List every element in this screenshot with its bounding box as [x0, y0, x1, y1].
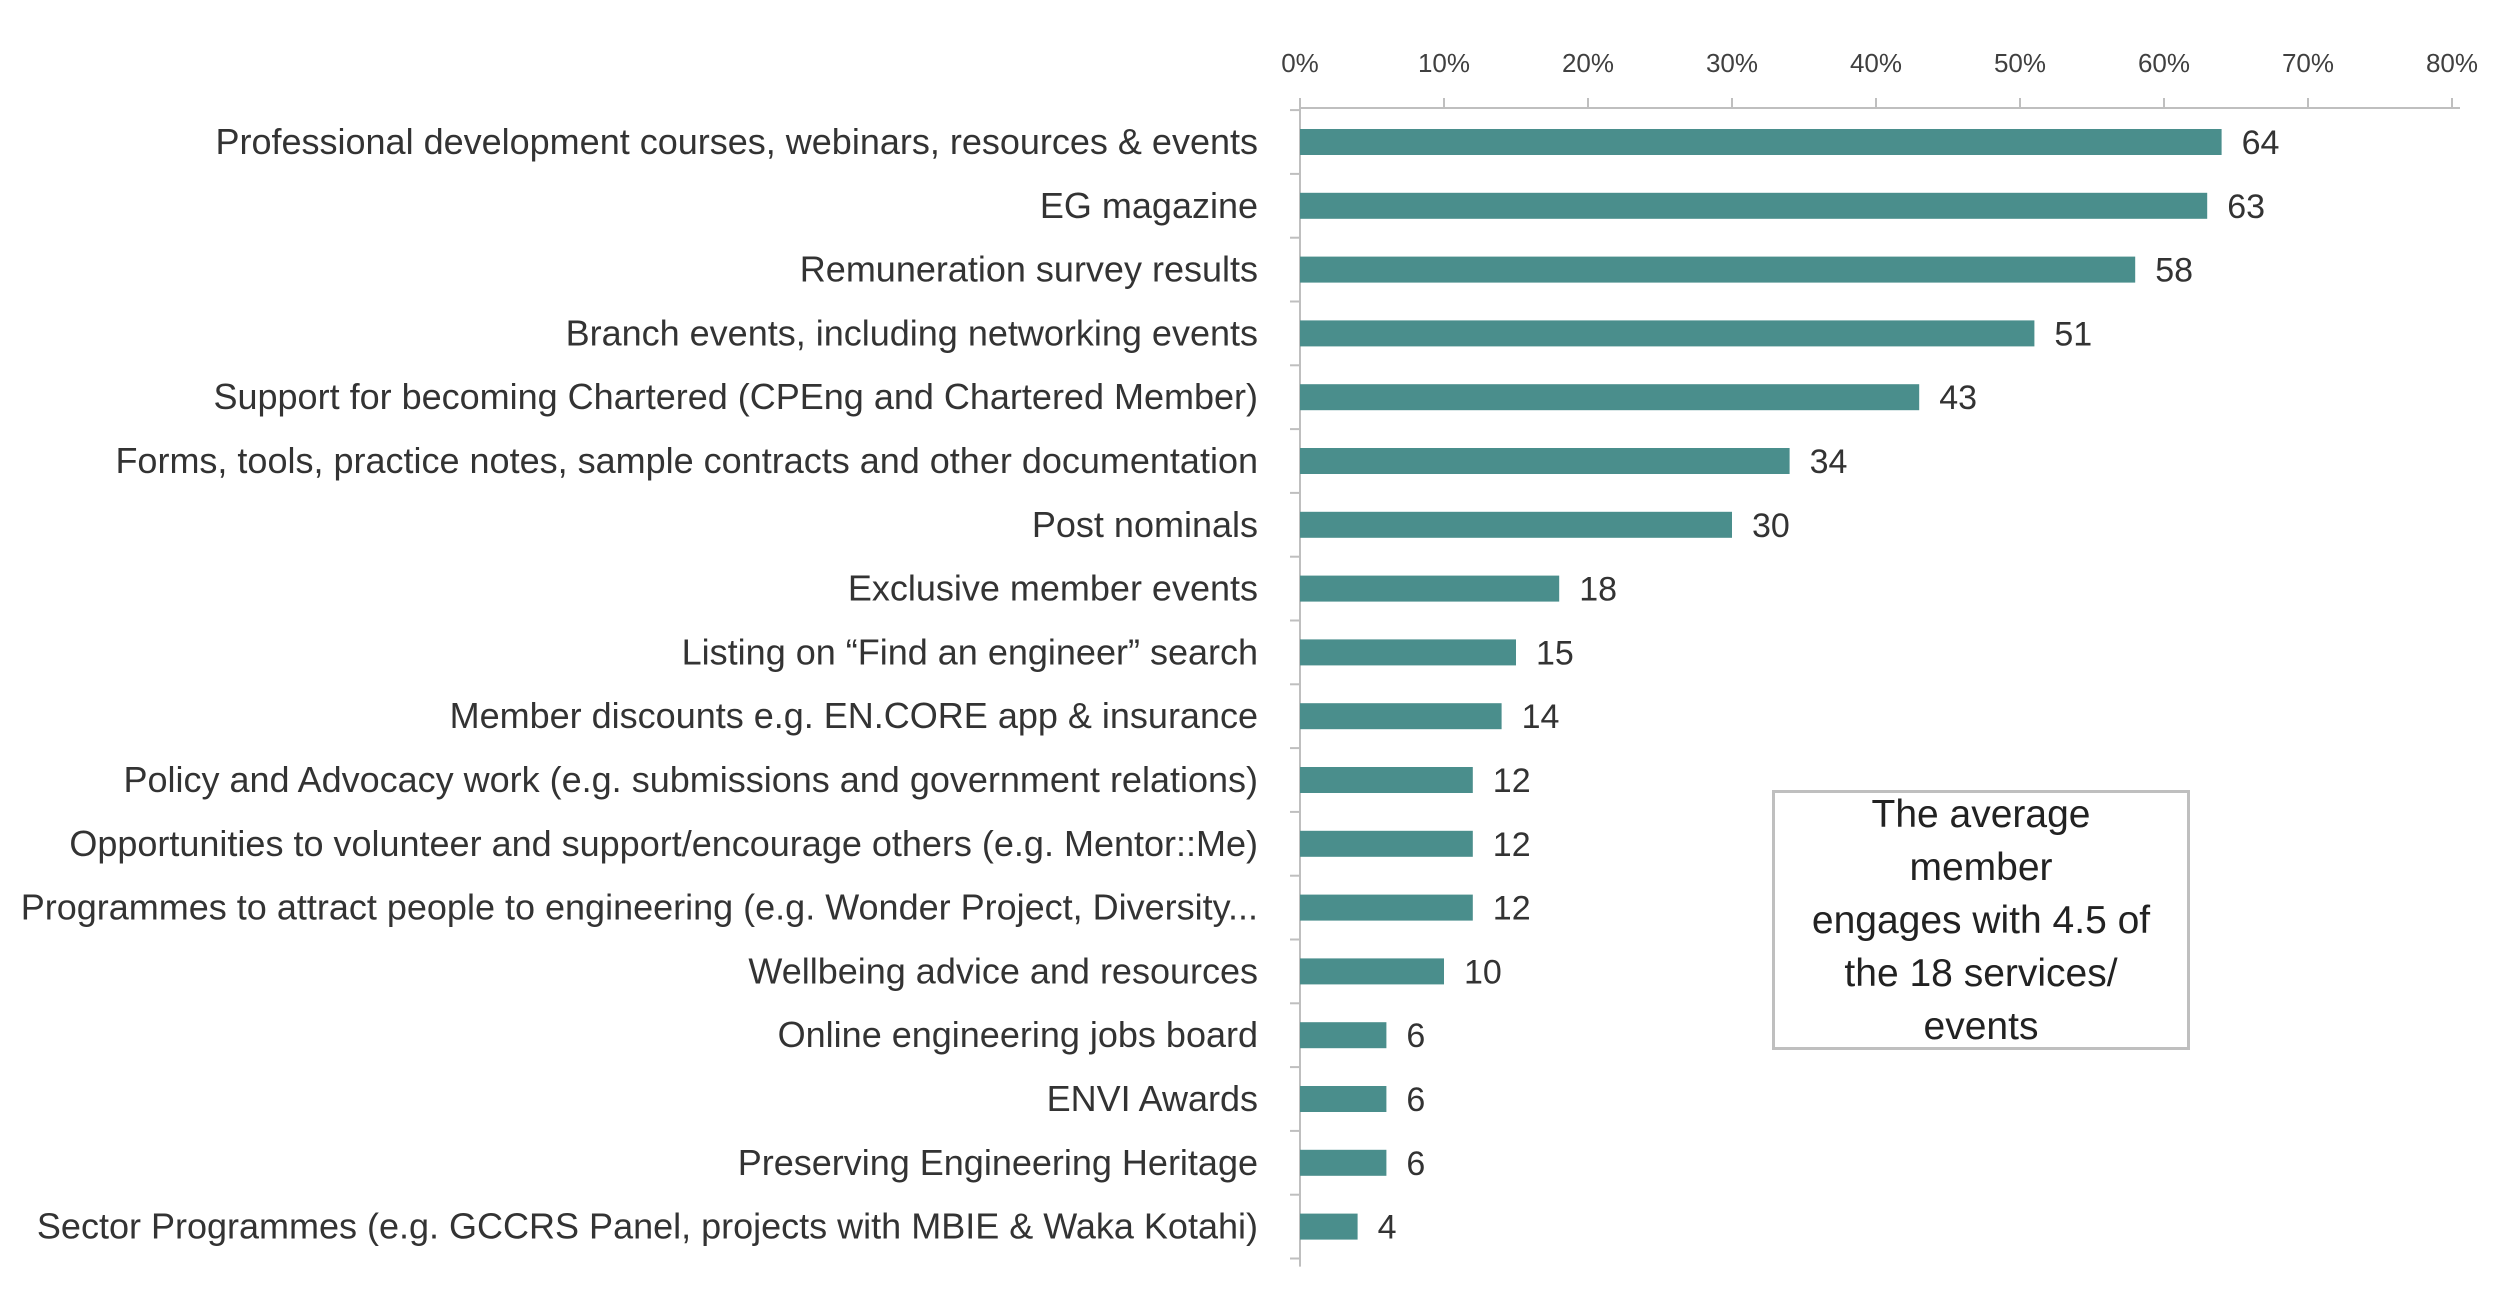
category-label: Opportunities to volunteer and support/e…	[69, 823, 1258, 864]
value-label: 15	[1536, 634, 1574, 672]
value-label: 6	[1406, 1017, 1425, 1055]
value-label: 34	[1810, 443, 1848, 481]
x-tick-label: 0%	[1281, 48, 1319, 78]
bar	[1300, 320, 2035, 347]
value-label: 4	[1378, 1209, 1397, 1247]
bar	[1300, 448, 1790, 474]
category-label: Support for becoming Chartered (CPEng an…	[213, 376, 1258, 417]
category-label: Post nominals	[1032, 504, 1258, 545]
bar	[1300, 703, 1502, 730]
x-tick-label: 70%	[2282, 48, 2334, 78]
value-label: 30	[1752, 507, 1790, 545]
category-label: Remuneration survey results	[800, 249, 1258, 290]
callout-text: The average member engages with 4.5 of t…	[1803, 788, 2159, 1053]
value-label: 64	[2242, 124, 2280, 162]
x-tick-label: 40%	[1850, 48, 1902, 78]
bar	[1300, 511, 1732, 538]
category-label: Member discounts e.g. EN.CORE app & insu…	[450, 695, 1258, 736]
callout-box: The average member engages with 4.5 of t…	[1772, 790, 2190, 1050]
value-label: 10	[1464, 953, 1502, 991]
bar	[1300, 639, 1516, 666]
category-label: Professional development courses, webina…	[215, 121, 1258, 162]
category-label: Forms, tools, practice notes, sample con…	[115, 440, 1258, 481]
category-label: ENVI Awards	[1047, 1078, 1258, 1119]
bar	[1300, 1213, 1358, 1240]
bar	[1300, 129, 2222, 155]
bar	[1300, 256, 2136, 283]
bar	[1300, 958, 1444, 985]
x-tick-label: 50%	[1994, 48, 2046, 78]
category-label: Listing on “Find an engineer” search	[682, 631, 1258, 672]
x-tick-label: 30%	[1706, 48, 1758, 78]
value-label: 12	[1493, 762, 1531, 800]
value-label: 12	[1493, 890, 1531, 928]
value-label: 51	[2054, 315, 2092, 353]
callout-line: events	[1923, 1004, 2039, 1048]
value-label: 58	[2155, 252, 2193, 290]
bar	[1300, 575, 1560, 602]
category-label: Preserving Engineering Heritage	[738, 1142, 1258, 1183]
bar	[1300, 1149, 1387, 1176]
bar	[1300, 192, 2208, 219]
category-label: Programmes to attract people to engineer…	[21, 887, 1258, 928]
x-tick-label: 60%	[2138, 48, 2190, 78]
category-label: EG magazine	[1040, 185, 1258, 226]
value-label: 6	[1406, 1081, 1425, 1119]
category-label: Wellbeing advice and resources	[748, 950, 1258, 991]
bar	[1300, 1086, 1387, 1112]
x-tick-label: 80%	[2426, 48, 2478, 78]
category-label: Policy and Advocacy work (e.g. submissio…	[123, 759, 1258, 800]
category-label: Exclusive member events	[848, 568, 1258, 609]
value-label: 6	[1406, 1145, 1425, 1183]
category-label: Branch events, including networking even…	[566, 312, 1258, 353]
bar	[1300, 384, 1920, 411]
value-label: 14	[1522, 698, 1560, 736]
value-label: 43	[1939, 379, 1977, 417]
bar	[1300, 767, 1473, 793]
value-label: 63	[2227, 188, 2265, 226]
bar	[1300, 1022, 1387, 1049]
category-label: Sector Programmes (e.g. GCCRS Panel, pro…	[37, 1206, 1258, 1247]
callout-line: the 18 services/	[1844, 951, 2118, 995]
bar	[1300, 830, 1473, 857]
value-label: 18	[1579, 571, 1617, 609]
value-label: 12	[1493, 826, 1531, 864]
callout-line: The average member	[1871, 792, 2091, 889]
callout-line: engages with 4.5 of	[1811, 898, 2151, 942]
bar	[1300, 894, 1473, 921]
x-tick-label: 20%	[1562, 48, 1614, 78]
category-label: Online engineering jobs board	[778, 1014, 1258, 1055]
x-tick-label: 10%	[1418, 48, 1470, 78]
